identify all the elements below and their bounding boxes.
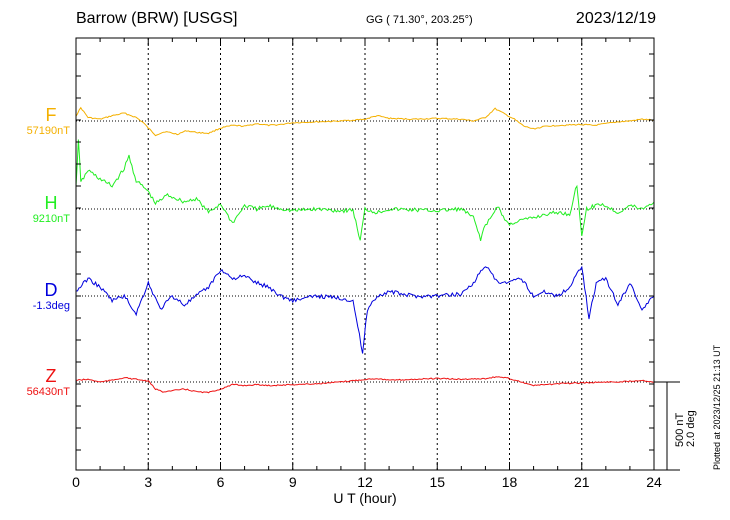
- channel-baseline-H: 9210nT: [32, 213, 70, 225]
- x-tick-label-3: 3: [144, 474, 153, 490]
- series-line-D: [75, 265, 655, 354]
- baseline-lines: [76, 120, 654, 383]
- x-tick-label-15: 15: [429, 474, 446, 490]
- series-line-F: [75, 106, 655, 137]
- x-tick-label-9: 9: [288, 474, 297, 490]
- axis-ticks: [75, 38, 655, 470]
- series-line-H: [75, 139, 655, 242]
- plot-date: 2023/12/19: [575, 10, 656, 27]
- channel-label-Z: Z: [45, 366, 57, 386]
- channel-label-D: D: [44, 280, 58, 300]
- x-tick-label-24: 24: [646, 474, 662, 490]
- x-tick-label-21: 21: [573, 474, 590, 490]
- grid-lines: [147, 38, 583, 470]
- series-line-Z: [75, 376, 655, 394]
- x-tick-label-12: 12: [357, 474, 373, 490]
- station-title: Barrow (BRW) [USGS]: [76, 10, 238, 27]
- x-tick-label-0: 0: [72, 474, 80, 490]
- series-lines: [75, 106, 655, 394]
- scale-deg-label: 2.0 deg: [685, 410, 697, 447]
- x-tick-label-6: 6: [216, 474, 225, 490]
- plotted-timestamp: Plotted at 2023/12/25 21:13 UT: [712, 344, 722, 470]
- channel-baseline-Z: 56430nT: [26, 386, 70, 398]
- x-tick-label-18: 18: [501, 474, 518, 490]
- scale-bar: [654, 381, 680, 471]
- channel-baseline-F: 57190nT: [26, 125, 70, 137]
- channel-label-F: F: [45, 105, 57, 125]
- channel-label-H: H: [44, 193, 58, 213]
- x-axis-label: U T (hour): [333, 490, 397, 506]
- station-coordinates: GG ( 71.30°, 203.25°): [366, 14, 473, 26]
- channel-baseline-D: -1.3deg: [32, 300, 70, 312]
